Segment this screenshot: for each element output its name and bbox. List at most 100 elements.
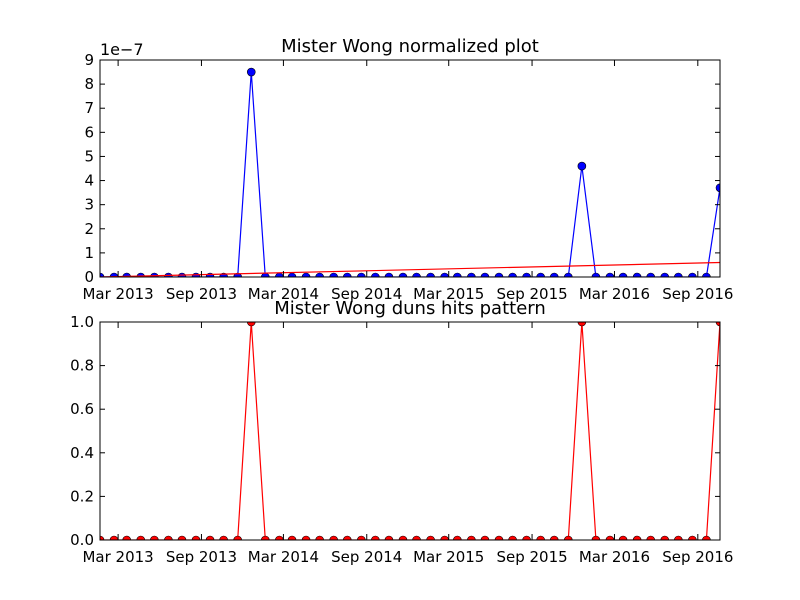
chart-1-plot-area [100,67,720,277]
chart-2-series-1-point [287,535,297,540]
chart-1-series-1-point [109,272,119,277]
chart-1-series-1-point [646,272,656,277]
chart-2-series-1-point [536,535,545,540]
chart-2-xtick-label: Mar 2014 [248,548,319,566]
chart-1-series-1-point [342,272,352,277]
chart-1-ytick-label: 1 [84,244,94,262]
chart-2-series-1-point [219,535,228,540]
chart-2-xtick-label: Sep 2013 [166,548,237,566]
chart-1-offset-text: 1e−7 [100,40,144,59]
chart-2-series-1-point [522,535,531,540]
chart-1-series-1-point [605,272,615,277]
chart-1-series-1-point [702,272,711,277]
chart-1-series-1-point [357,272,366,277]
chart-1-series-2-line [100,261,720,277]
chart-2-series-1-point [412,535,421,540]
chart-1-series-1-point [467,272,476,277]
chart-1-series-1-point [549,272,559,277]
chart-1-ytick-label: 5 [84,147,94,165]
chart-1-series-1-point [371,272,380,277]
chart-1-series-1-point [522,272,531,277]
chart-2-series-1-point [702,535,711,540]
chart-2-ytick-label: 0.0 [70,531,94,549]
chart-2-series-1-point [674,535,683,540]
chart-2-series-1-point [591,535,601,540]
chart-2-series-1-point [329,535,338,540]
chart-1-series-1-point [453,272,462,277]
chart-2-series-1-point [508,535,517,540]
chart-1-series-1-point [398,272,408,277]
chart-1-ytick-label: 2 [84,220,94,238]
chart-2-xtick-label: Mar 2015 [413,548,484,566]
chart-2-ytick-label: 0.2 [70,487,94,505]
chart-1-series-1-point [660,272,670,277]
chart-2-ytick-label: 1.0 [70,313,94,331]
chart-2-series-1-point [494,535,504,540]
chart-2-series-1-point [233,535,242,540]
chart-2-series-1-point [136,535,146,540]
chart-2-xtick-label: Sep 2016 [662,548,733,566]
chart-2-series-1-point [632,535,642,540]
chart-1-xtick-label: Mar 2016 [579,285,650,303]
chart-1-series-1-point [480,272,490,277]
chart-2-series-1-point [100,535,105,540]
chart-1-series-1-point [426,272,435,277]
chart-1-ytick-label: 4 [84,172,94,190]
chart-2-series-1-point [177,535,187,540]
chart-2-series-1-point [342,535,352,540]
chart-1-xtick-label: Mar 2015 [413,285,484,303]
chart-1-series-1-point [301,272,311,277]
chart-1-ytick-label: 8 [84,75,94,93]
chart-2-series-1-point [275,535,284,540]
chart-2-series-1-point [715,322,720,327]
chart-1-axes: 0 1 2 3 4 5 6 7 8 9 Mar 2013 Sep 2013 Mar 2014 Sep 20… [82,51,733,303]
chart-2-ytick-label: 0.8 [70,357,94,375]
chart-2-series-1-point [261,535,270,540]
chart-1-xtick-label: Sep 2013 [166,285,237,303]
chart-1-series-1-point [577,161,587,171]
chart-2-ytick-label: 0.6 [70,400,94,418]
chart-2-series-1-point [577,322,587,327]
chart-1-ytick-label: 3 [84,196,94,214]
chart-1-xtick-label: Sep 2014 [331,285,402,303]
chart-2-series-1-point [398,535,408,540]
chart-1-series-1-point [674,272,683,277]
chart-2-series-1-point [122,535,132,540]
chart-2-series-1-point [384,535,394,540]
chart-2-series-1-point [301,535,311,540]
chart-1-series-1-point [563,272,573,277]
chart-2-series-1-point [618,535,628,540]
chart-2-series-1-point [440,535,449,540]
chart-2-xtick-label: Mar 2016 [579,548,650,566]
chart-1-series-1-point [315,272,324,277]
chart-2-axes: 0.0 0.2 0.4 0.6 0.8 1.0 Mar 2013 Sep 2013 Mar 20… [70,313,733,566]
chart-2-series-1-point [150,535,159,540]
chart-2-series-1-point [205,535,215,540]
chart-2-series-1-point [426,535,435,540]
chart-1-series-1-point [384,272,394,277]
chart-1-series-1-point [494,272,504,277]
chart-2-series-1-point [605,535,615,540]
chart-2-series-1-point [246,322,256,327]
chart-1-series-1-point [715,183,720,193]
chart-1-ytick-label: 9 [84,51,94,69]
chart-1-series-1-point [100,272,105,277]
chart-1-series-1-point [508,272,517,277]
chart-1-series-1-point [412,272,421,277]
chart-1-frame [99,59,721,278]
chart-2-series-1-point [549,535,559,540]
chart-2-xtick-label: Sep 2014 [331,548,402,566]
chart-2-title: Mister Wong duns hits pattern [274,298,546,319]
chart-1-series-1-point [329,272,338,277]
chart-2-series-1-point [467,535,476,540]
chart-2-series-1-point [164,535,173,540]
chart-1-series-1-point [536,272,545,277]
chart-2-xtick-label: Mar 2013 [82,548,153,566]
chart-2-series-1-point [660,535,670,540]
chart-1-title: Mister Wong normalized plot [281,36,539,57]
chart-2-series-1-point [563,535,573,540]
chart-2-xtick-label: Sep 2015 [496,548,567,566]
chart-1-series-1-point [440,272,449,277]
